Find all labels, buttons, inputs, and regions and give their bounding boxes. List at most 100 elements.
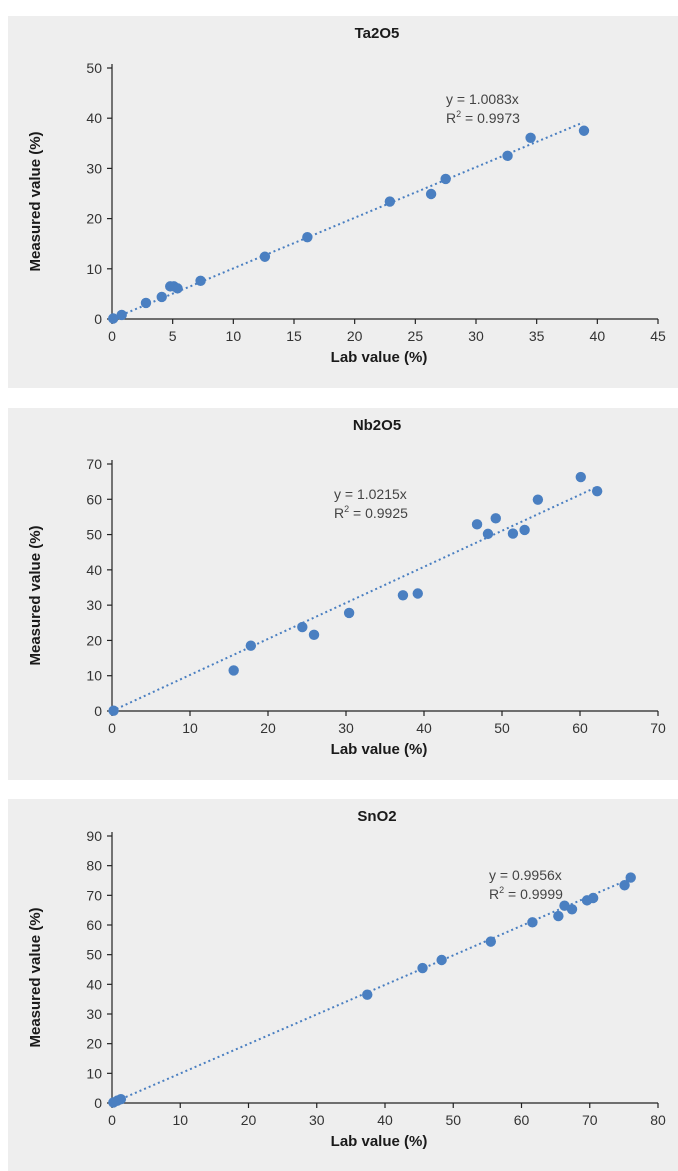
y-axis-label: Measured value (%)	[27, 525, 44, 665]
y-tick-label: 50	[86, 60, 102, 76]
r-squared-value: = 0.9999	[504, 886, 563, 902]
x-tick-label: 20	[347, 328, 363, 344]
data-point	[308, 629, 320, 640]
r-squared-letter: R	[446, 110, 456, 126]
data-point	[397, 590, 409, 601]
chart-panel-nb2o5: Nb2O5 0 10 20 30 40 50 60 70 0 10 20 30 40 50 60 70 Lab v…	[8, 408, 678, 780]
scatter-chart-sno2: SnO2 0 10 20 30 40 50 60 70 80 0 10 20 30 40 50 60 70 80 90…	[27, 808, 666, 1150]
data-point	[519, 524, 530, 536]
y-tick-label: 60	[86, 491, 102, 507]
x-axis-label: Lab value (%)	[331, 741, 428, 758]
trend-equation: y = 1.0083x	[446, 91, 519, 107]
data-point	[502, 150, 513, 162]
r-squared-superscript: 2	[499, 885, 504, 895]
data-point	[140, 297, 152, 309]
x-tick-label: 0	[108, 328, 116, 344]
data-point	[195, 275, 206, 287]
x-tick-label: 30	[468, 328, 484, 344]
trendline	[111, 121, 584, 320]
y-tick-label: 0	[94, 703, 102, 719]
data-point	[108, 705, 119, 716]
r-squared-letter: R	[489, 886, 499, 902]
x-tick-label: 40	[590, 328, 606, 344]
y-axis-label: Measured value (%)	[27, 131, 44, 271]
x-tick-label: 30	[338, 720, 354, 736]
r-squared-label: R2 = 0.9925	[334, 504, 408, 521]
data-point	[490, 513, 501, 524]
y-tick-label: 0	[94, 311, 102, 327]
y-tick-label: 50	[86, 527, 102, 543]
y-tick-label: 10	[86, 1065, 102, 1081]
trendline	[111, 877, 632, 1104]
data-point	[507, 528, 519, 539]
data-point	[156, 291, 167, 303]
chart-panel-sno2: SnO2 0 10 20 30 40 50 60 70 80 0 10 20 30 40 50 60 70 80 90…	[8, 799, 678, 1171]
x-tick-label: 0	[108, 1112, 116, 1128]
data-point	[527, 917, 538, 928]
y-axis-label: Measured value (%)	[27, 907, 44, 1047]
data-point	[384, 196, 396, 207]
data-point	[482, 528, 494, 540]
y-tick-label: 10	[86, 261, 102, 277]
data-point	[532, 494, 544, 505]
chart-title: Ta2O5	[355, 25, 400, 42]
data-point	[362, 989, 373, 1000]
data-point	[625, 872, 636, 883]
data-point	[575, 471, 586, 483]
x-axis-label: Lab value (%)	[331, 1133, 428, 1150]
data-point	[228, 665, 239, 676]
data-point	[525, 132, 536, 143]
chart-title: Nb2O5	[353, 417, 401, 434]
x-tick-label: 25	[408, 328, 424, 344]
trend-equation: y = 1.0215x	[334, 486, 407, 502]
x-tick-label: 0	[108, 720, 116, 736]
x-tick-label: 20	[260, 720, 276, 736]
r-squared-label: R2 = 0.9973	[446, 109, 520, 126]
x-tick-label: 50	[445, 1112, 461, 1128]
scatter-chart-nb2o5: Nb2O5 0 10 20 30 40 50 60 70 0 10 20 30 40 50 60 70 Lab v…	[27, 417, 666, 758]
data-point	[578, 125, 590, 136]
data-point	[471, 519, 483, 530]
r-squared-label: R2 = 0.9999	[489, 885, 563, 902]
y-tick-label: 20	[86, 1036, 102, 1052]
data-point	[297, 621, 308, 633]
data-point	[619, 880, 630, 891]
x-tick-label: 30	[309, 1112, 325, 1128]
data-point	[172, 283, 183, 294]
chart-title: SnO2	[357, 808, 396, 825]
r-squared-value: = 0.9925	[349, 505, 408, 521]
trendline	[111, 486, 597, 712]
r-squared-superscript: 2	[456, 109, 461, 119]
y-tick-label: 10	[86, 668, 102, 684]
trend-equation: y = 0.9956x	[489, 867, 562, 883]
x-tick-label: 35	[529, 328, 545, 344]
y-tick-label: 90	[86, 828, 102, 844]
data-point	[116, 309, 127, 321]
x-tick-label: 5	[169, 328, 177, 344]
data-point	[436, 954, 447, 966]
x-tick-label: 70	[650, 720, 666, 736]
x-tick-label: 40	[377, 1112, 393, 1128]
data-point	[115, 1093, 127, 1105]
x-tick-label: 20	[241, 1112, 257, 1128]
x-tick-label: 10	[172, 1112, 188, 1128]
y-tick-label: 60	[86, 917, 102, 933]
data-point	[259, 251, 271, 262]
y-tick-label: 50	[86, 947, 102, 963]
x-tick-label: 40	[416, 720, 432, 736]
data-point	[412, 588, 423, 599]
r-squared-superscript: 2	[344, 504, 349, 514]
r-squared-letter: R	[334, 505, 344, 521]
data-point	[343, 607, 355, 619]
x-tick-label: 50	[494, 720, 510, 736]
data-point	[591, 485, 603, 497]
y-tick-label: 70	[86, 456, 102, 472]
r-squared-value: = 0.9973	[461, 110, 520, 126]
data-point	[587, 892, 599, 904]
y-tick-label: 40	[86, 976, 102, 992]
y-tick-label: 70	[86, 887, 102, 903]
x-tick-label: 15	[286, 328, 302, 344]
y-tick-label: 30	[86, 1006, 102, 1022]
x-tick-label: 60	[514, 1112, 530, 1128]
y-tick-label: 30	[86, 597, 102, 613]
